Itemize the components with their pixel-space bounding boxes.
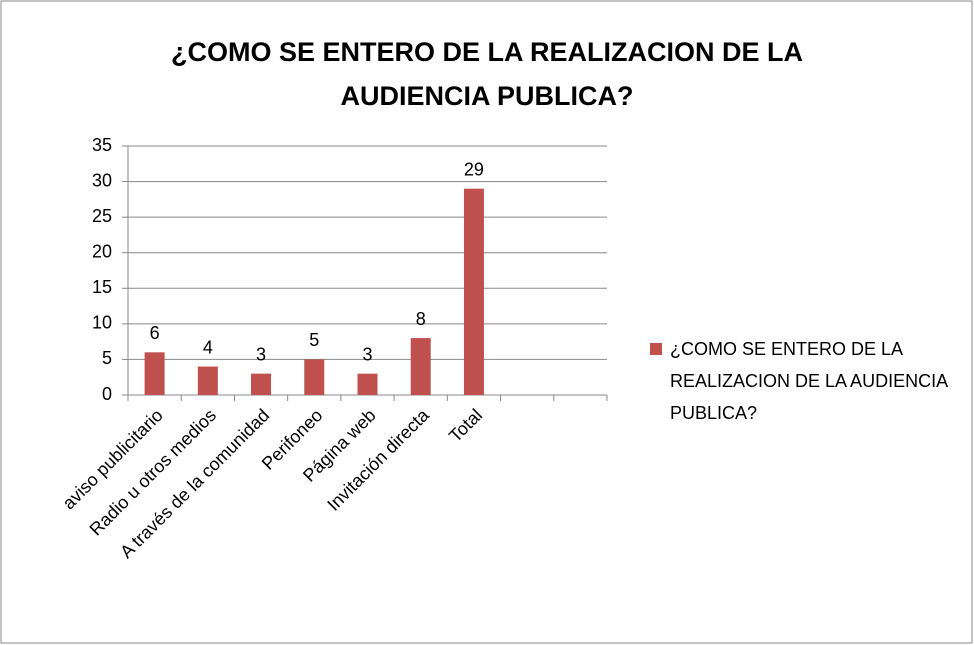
x-tick-label: Total [445,405,486,446]
data-label: 3 [362,344,372,364]
bar [410,338,431,395]
bar [197,366,218,395]
bar [144,352,165,395]
bar [304,359,325,395]
data-label: 4 [203,337,213,357]
legend-swatch [650,343,662,355]
y-tick-label: 30 [92,170,112,190]
bar [251,373,272,395]
y-tick-label: 35 [92,135,112,155]
data-label: 8 [416,309,426,329]
data-label: 29 [464,159,484,179]
bar [463,188,484,395]
y-tick-label: 15 [92,277,112,297]
data-label: 5 [309,330,319,350]
y-tick-label: 20 [92,241,112,261]
data-label: 6 [150,323,160,343]
legend: ¿COMO SE ENTERO DE LA REALIZACION DE LA … [650,333,950,429]
x-tick-label: Invitación directa [323,404,433,514]
chart-title: ¿COMO SE ENTERO DE LA REALIZACION DE LA … [170,37,803,111]
y-tick-label: 10 [92,313,112,333]
data-label: 3 [256,344,266,364]
y-tick-label: 0 [102,384,112,404]
y-tick-label: 25 [92,206,112,226]
y-tick-label: 5 [102,348,112,368]
legend-label: ¿COMO SE ENTERO DE LA REALIZACION DE LA … [670,339,948,423]
bar [357,373,378,395]
